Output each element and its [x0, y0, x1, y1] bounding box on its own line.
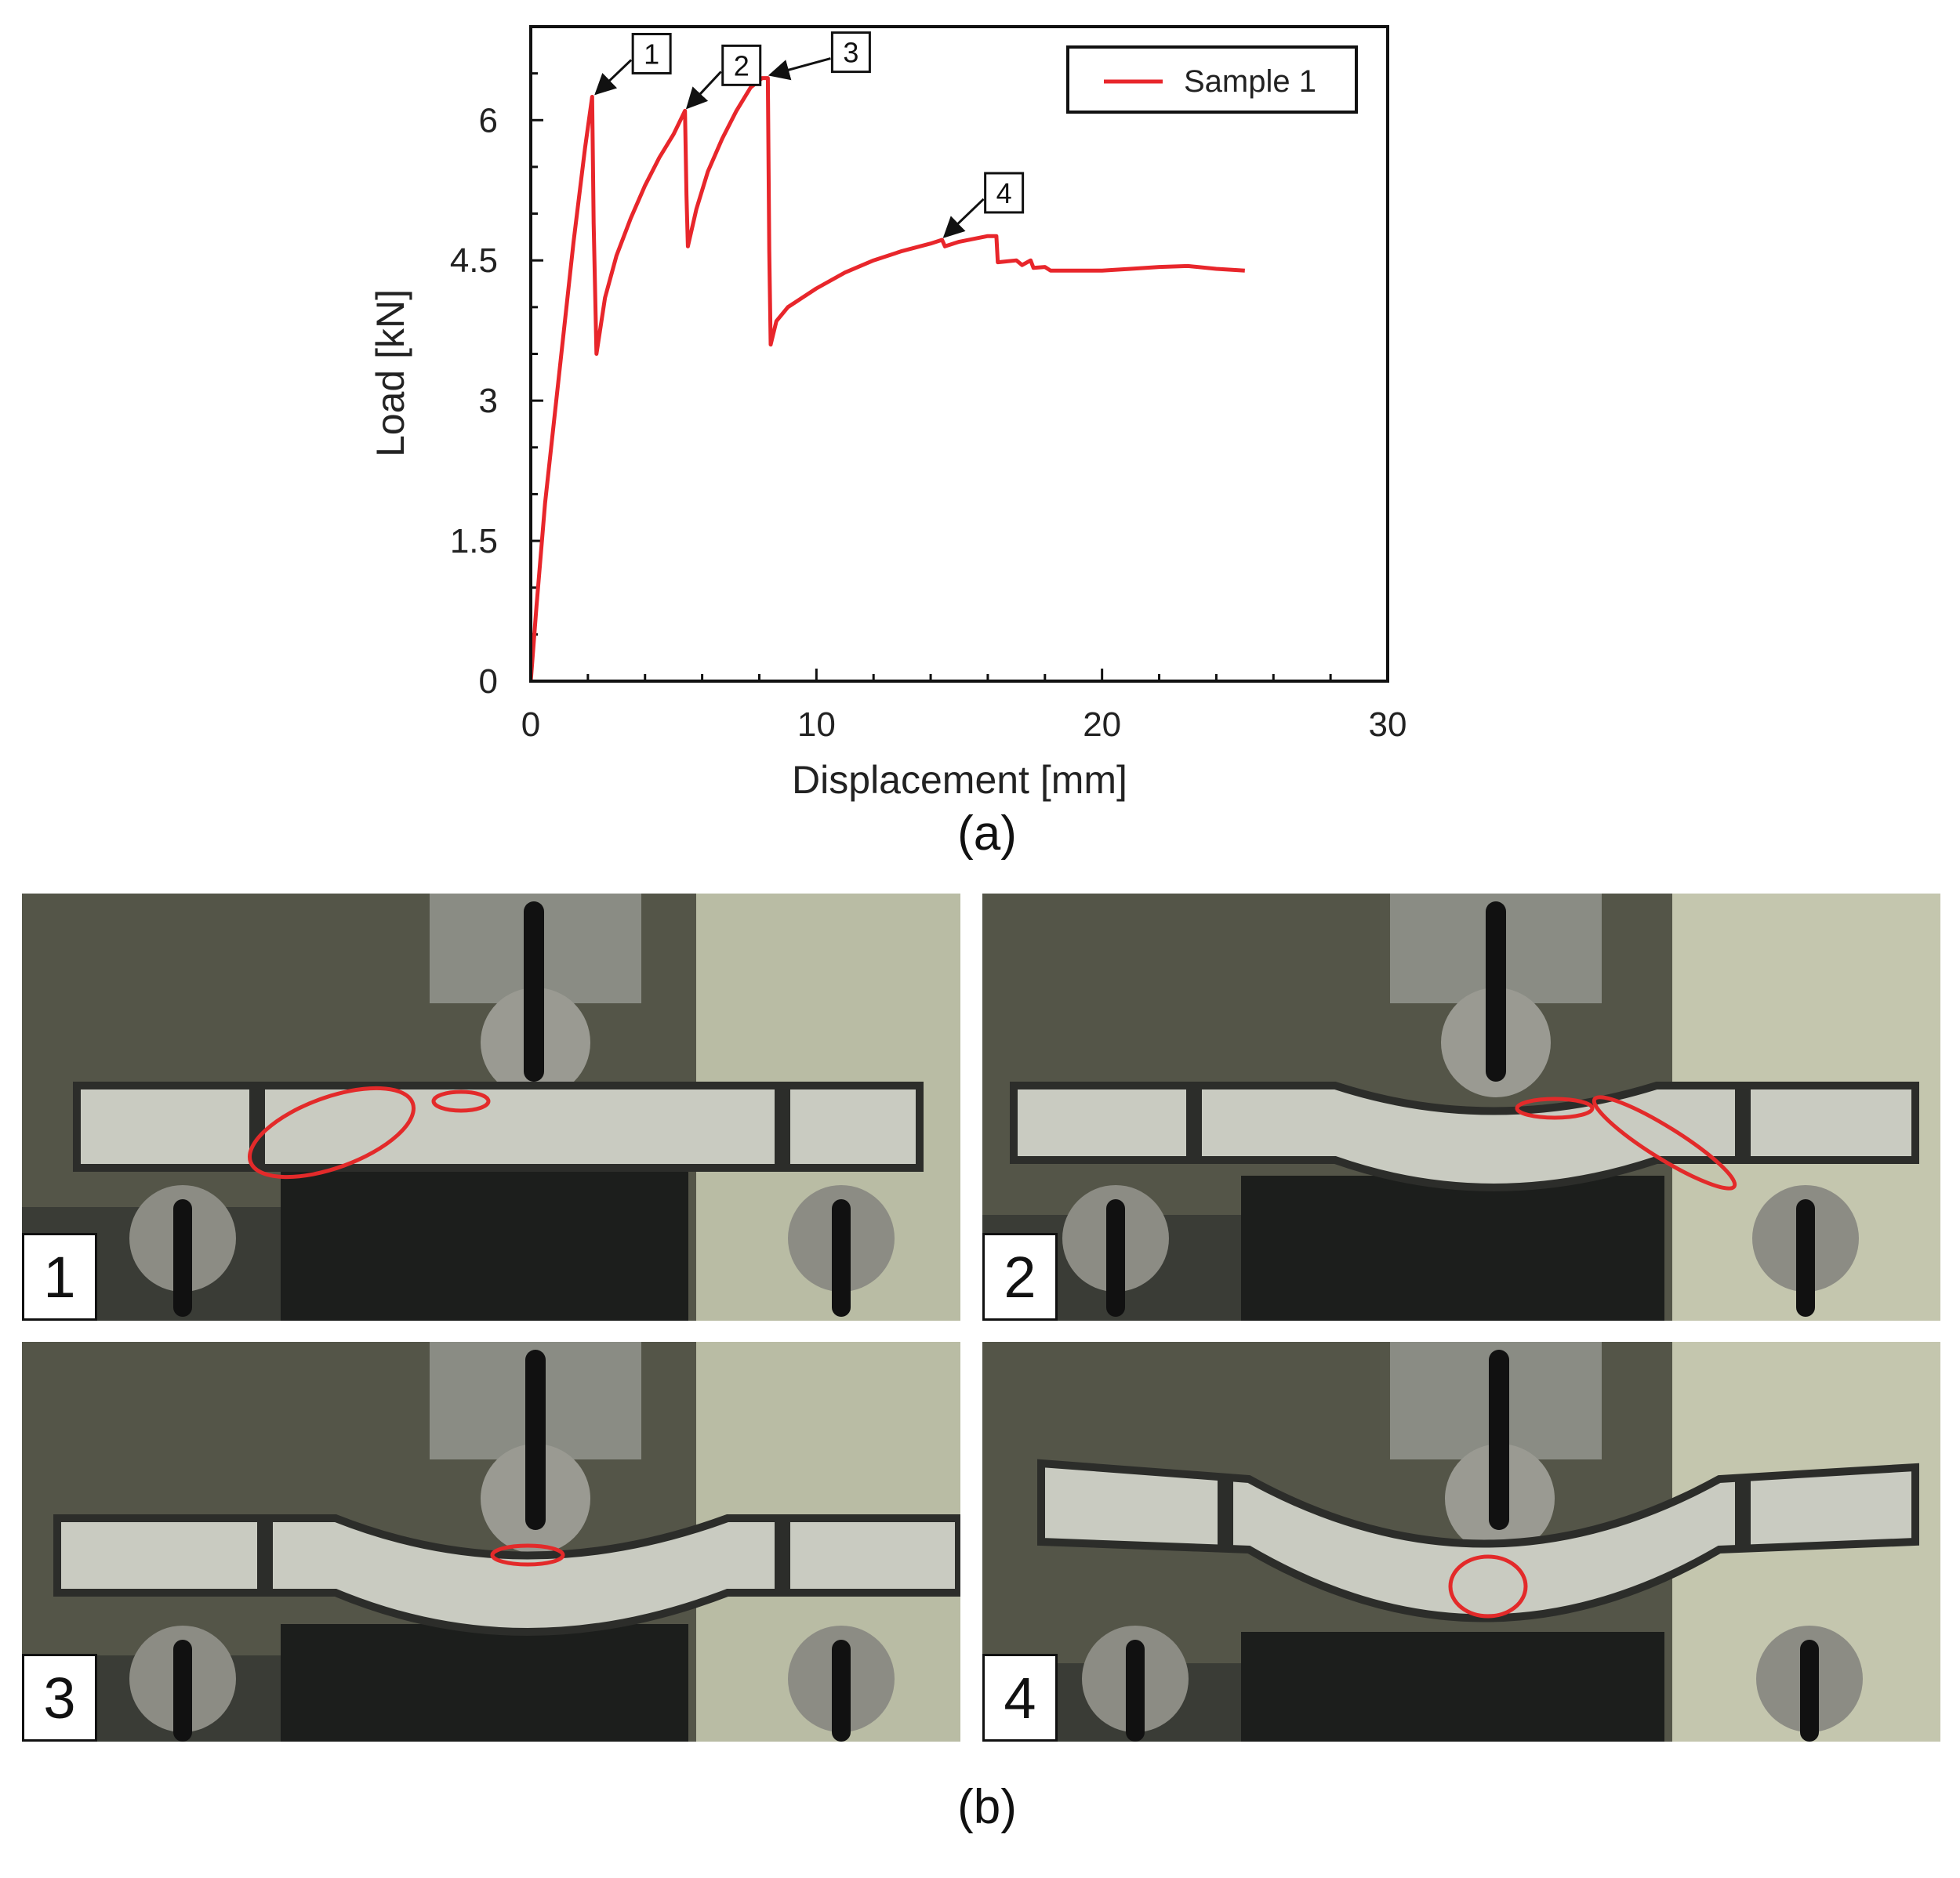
callout-label: 2: [734, 49, 750, 82]
x-tick-label: 20: [1083, 705, 1121, 744]
y-tick-label: 1.5: [450, 522, 498, 560]
y-axis-title: Load [kN]: [368, 289, 412, 457]
photo-panel-3: 3: [22, 1342, 960, 1742]
photo-number-4: 4: [982, 1654, 1058, 1742]
legend-box: [1066, 45, 1358, 114]
y-tick-label: 6: [479, 101, 498, 140]
caption-b: (b): [957, 1780, 1017, 1834]
y-tick-label: 0: [479, 662, 498, 701]
callout-arrow: [594, 59, 633, 96]
callout-1: 1: [594, 32, 672, 96]
x-tick-label: 10: [797, 705, 836, 744]
x-tick-label: 0: [521, 705, 540, 744]
legend-label-sample-1: Sample 1: [1184, 64, 1316, 99]
photo-number-3: 3: [22, 1654, 97, 1742]
callout-4: 4: [942, 172, 1025, 238]
photo-4-image: [982, 1342, 1940, 1742]
callout-arrow: [768, 57, 831, 81]
callout-arrow: [942, 198, 985, 238]
callout-3: 3: [768, 31, 871, 81]
photo-3-image: [22, 1342, 960, 1742]
callout-label: 4: [996, 177, 1012, 209]
photo-2-image: [982, 894, 1940, 1321]
callout-2: 2: [685, 44, 762, 110]
callout-box: [984, 172, 1025, 214]
photo-number-1: 1: [22, 1233, 97, 1321]
callout-label: 3: [843, 37, 858, 69]
y-tick-label: 3: [479, 382, 498, 420]
callout-arrow: [685, 71, 722, 110]
photo-number-2: 2: [982, 1233, 1058, 1321]
photo-panel-4: 4: [982, 1342, 1940, 1742]
callout-box: [631, 32, 672, 74]
callout-box: [721, 44, 762, 86]
photo-panel-2: 2: [982, 894, 1940, 1321]
legend: Sample 1: [1066, 45, 1358, 114]
callout-label: 1: [644, 38, 659, 70]
photo-1-image: [22, 894, 960, 1321]
x-axis-title: Displacement [mm]: [792, 758, 1127, 802]
load-displacement-chart: 0 10 20 30 0 1.5 3 4.5 6 1 2 3 4 Load [kN] Displace…: [368, 25, 1407, 802]
caption-a: (a): [957, 807, 1017, 861]
callout-box: [830, 31, 871, 74]
photo-panel-1: 1: [22, 894, 960, 1321]
series-line-sample-1: [531, 76, 1245, 681]
x-tick-label: 30: [1369, 705, 1407, 744]
y-tick-label: 4.5: [450, 241, 498, 280]
plot-frame: [529, 25, 1389, 683]
